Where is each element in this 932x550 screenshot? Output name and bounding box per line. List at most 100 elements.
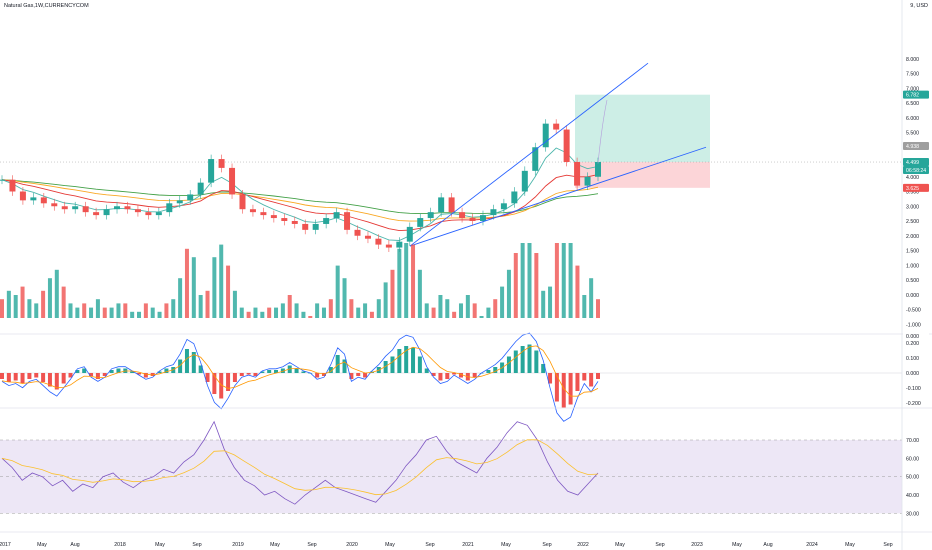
histogram-bar xyxy=(34,303,39,318)
candle-body xyxy=(584,176,591,186)
candle-body xyxy=(469,218,476,221)
price-axis-tick: 6.000 xyxy=(906,116,919,122)
time-axis: 2017 May Aug 2018 May Sep 2019 May Sep 2020 May Sep… xyxy=(0,542,893,548)
macd-histogram-bar xyxy=(548,373,553,384)
macd-histogram-bar xyxy=(445,373,450,379)
candle-body xyxy=(145,212,152,216)
macd-histogram-bar xyxy=(82,368,87,373)
candle-body xyxy=(72,206,79,210)
candle-body xyxy=(542,123,549,148)
histogram-bar xyxy=(554,243,559,318)
histogram-bar xyxy=(534,253,539,318)
macd-axis-tick: 0.000 xyxy=(906,371,919,377)
macd-histogram-bar xyxy=(212,373,217,394)
ema-long-line xyxy=(1,179,599,222)
histogram-bar xyxy=(308,316,313,318)
time-axis-label: Sep xyxy=(425,542,434,548)
candle-body xyxy=(239,194,246,210)
candle-body xyxy=(521,170,528,192)
histogram-bar xyxy=(191,257,196,318)
candle-body xyxy=(375,238,382,245)
macd-histogram-bar xyxy=(219,373,224,399)
histogram-bar xyxy=(280,303,285,318)
macd-histogram-bar xyxy=(534,350,539,373)
candle-body xyxy=(114,206,121,210)
histogram-bar xyxy=(465,295,470,318)
histogram-bar xyxy=(431,307,436,318)
histogram-bar xyxy=(95,299,100,318)
histogram-bar xyxy=(582,295,587,318)
macd-histogram-bar xyxy=(130,371,135,373)
macd-histogram-bar xyxy=(458,373,463,378)
time-axis-label: 2018 xyxy=(114,542,126,548)
time-axis-label: Aug xyxy=(70,542,79,548)
time-axis-label: May xyxy=(155,542,165,548)
candle-body xyxy=(260,212,267,216)
rsi-axis-tick: 60.00 xyxy=(906,456,919,462)
ema-mid-line xyxy=(1,174,599,232)
candle-body xyxy=(385,244,392,248)
candle-body xyxy=(176,200,183,204)
histogram-bar xyxy=(342,278,347,318)
time-axis-label: 2020 xyxy=(346,542,358,548)
macd-histogram-bar xyxy=(383,361,388,373)
histogram-bar xyxy=(315,303,320,318)
time-axis-label: May xyxy=(385,542,395,548)
macd-histogram-bar xyxy=(0,373,4,379)
candle-body xyxy=(500,203,507,210)
trend-channel xyxy=(409,62,707,247)
macd-histogram-bar xyxy=(27,373,32,379)
price-badges: 6.782 4.938 4.499 06:58:24 3.625 0.000 xyxy=(903,90,929,340)
histogram-bar xyxy=(54,269,59,318)
time-axis-label: Sep xyxy=(192,542,201,548)
histogram-bar xyxy=(226,265,231,318)
candle-body xyxy=(187,194,194,201)
macd-histogram-bar xyxy=(246,373,251,375)
trade-position-zones xyxy=(0,94,902,188)
macd-histogram-bar xyxy=(582,373,587,381)
time-axis-label: 2019 xyxy=(232,542,244,548)
candle-body xyxy=(312,223,319,230)
time-axis-label: 2022 xyxy=(577,542,589,548)
time-axis-label: Sep xyxy=(542,542,551,548)
candle-body xyxy=(291,221,298,224)
pane-top-badge: 0.000 xyxy=(906,334,919,340)
rsi-ma-line xyxy=(1,439,599,496)
macd-histogram-bar xyxy=(397,349,402,373)
macd-histogram-bar xyxy=(184,349,189,373)
candle-body xyxy=(323,218,330,224)
histogram-bar xyxy=(438,295,443,318)
histogram-bar xyxy=(198,295,203,318)
macd-histogram-bar xyxy=(191,352,196,373)
macd-histogram-bar xyxy=(342,359,347,373)
macd-histogram-bar xyxy=(54,373,59,390)
histogram-bar xyxy=(493,299,498,318)
macd-histogram-bar xyxy=(431,373,436,376)
interval: 1W xyxy=(34,3,44,9)
candle-body xyxy=(354,229,361,236)
candle-body xyxy=(134,209,141,213)
candle-body xyxy=(51,203,58,207)
histogram-bar xyxy=(260,311,265,318)
histogram-bar xyxy=(575,265,580,318)
macd-histogram-bar xyxy=(438,373,443,381)
time-axis-label: Sep xyxy=(883,542,892,548)
time-axis-label: 2017 xyxy=(0,542,11,548)
histogram-bar xyxy=(102,307,107,318)
channel-lower-line xyxy=(409,146,707,247)
histogram-bar xyxy=(253,307,258,318)
macd-histogram-bar xyxy=(137,373,142,375)
candle-body xyxy=(93,212,100,216)
macd-histogram-bar xyxy=(513,350,518,373)
histogram-bar xyxy=(116,303,121,318)
macd-histogram-bar xyxy=(561,373,566,408)
histogram-bar xyxy=(363,303,368,318)
histogram-bar xyxy=(568,243,573,318)
histogram-bar xyxy=(205,290,210,318)
candle-body xyxy=(595,162,601,177)
time-axis-label: May xyxy=(615,542,625,548)
rsi-axis-tick: 40.00 xyxy=(906,493,919,499)
macd-histogram-bar xyxy=(493,367,498,373)
